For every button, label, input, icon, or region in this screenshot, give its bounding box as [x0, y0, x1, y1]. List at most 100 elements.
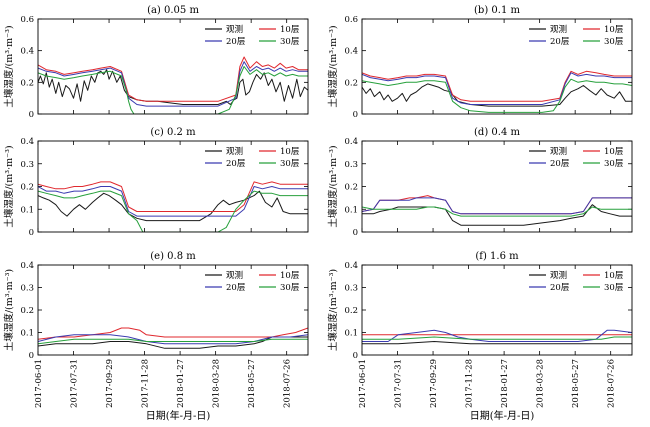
- plot-frame: [37, 140, 309, 233]
- series-line-30层: [362, 206, 632, 217]
- panel-title: (d) 0.4 m: [474, 127, 520, 138]
- legend-label-观测: 观测: [550, 271, 567, 281]
- legend-label-30层: 30层: [280, 37, 299, 47]
- series-line-观测: [38, 69, 308, 105]
- y-tick-label: 0.4: [20, 261, 34, 271]
- panel-title: (a) 0.05 m: [147, 5, 199, 16]
- x-tick-label: 2017-11-28: [465, 359, 475, 408]
- plot-frame: [37, 18, 309, 115]
- legend-label-10层: 10层: [604, 25, 623, 35]
- legend-label-30层: 30层: [604, 159, 623, 169]
- plot-frame: [37, 264, 309, 356]
- legend-label-20层: 20层: [550, 37, 569, 47]
- y-tick-label: 0.4: [344, 47, 358, 57]
- legend-label-10层: 10层: [604, 147, 623, 157]
- panel-5: (e) 0.8 m 土壤湿度/(m³·m⁻³) 0 0.1 0.2 0.3 0.4 2017-…: [3, 251, 309, 408]
- panel-title: (b) 0.1 m: [474, 5, 520, 16]
- y-tick-label: 0.3: [344, 160, 358, 170]
- x-tick-label: 2017-09-29: [105, 359, 115, 408]
- legend-label-观测: 观测: [226, 271, 243, 281]
- legend-label-20层: 20层: [226, 159, 245, 169]
- y-axis-label: 土壤湿度/(m³·m⁻³): [3, 25, 15, 107]
- y-tick-label: 0.4: [344, 137, 358, 147]
- x-tick-label: 2018-03-28: [536, 359, 546, 408]
- y-axis-label: 土壤湿度/(m³·m⁻³): [3, 145, 15, 227]
- y-tick-label: 0.6: [20, 15, 34, 25]
- x-tick-label: 2017-06-01: [358, 359, 368, 408]
- panel-3: (c) 0.2 m 土壤湿度/(m³·m⁻³) 0 0.1 0.2 0.3 0.4 观测 10层…: [3, 127, 309, 238]
- legend-label-10层: 10层: [604, 271, 623, 281]
- series-line-观测: [362, 204, 632, 226]
- legend-label-观测: 观测: [550, 147, 567, 157]
- panel-4: (d) 0.4 m 土壤湿度/(m³·m⁻³) 0 0.1 0.2 0.3 0.4 观测 10层…: [327, 127, 633, 238]
- plot-frame: [361, 140, 633, 233]
- y-tick-label: 0: [353, 228, 358, 238]
- legend-label-30层: 30层: [604, 283, 623, 293]
- x-tick-label: 2017-07-31: [394, 359, 404, 408]
- y-tick-label: 0.4: [20, 47, 34, 57]
- legend-label-10层: 10层: [280, 271, 299, 281]
- legend-label-20层: 20层: [550, 159, 569, 169]
- series-line-10层: [362, 70, 632, 102]
- legend-label-10层: 10层: [280, 147, 299, 157]
- x-tick-label: 2018-05-27: [571, 359, 581, 408]
- legend-label-20层: 20层: [226, 37, 245, 47]
- x-tick-label: 2017-07-31: [70, 359, 80, 408]
- legend-label-观测: 观测: [550, 25, 567, 35]
- y-axis-label: 土壤湿度/(m³·m⁻³): [327, 269, 339, 351]
- series-line-20层: [362, 329, 632, 342]
- series-line-观测: [38, 190, 308, 222]
- series-line-20层: [38, 186, 308, 217]
- x-axis-label-right: 日期(年-月-日): [470, 409, 535, 422]
- plot-frame: [361, 18, 633, 115]
- panel-title: (e) 0.8 m: [150, 251, 196, 262]
- panel-6: (f) 1.6 m 土壤湿度/(m³·m⁻³) 0 0.1 0.2 0.3 0.4 2017-…: [327, 251, 633, 408]
- x-tick-label: 2018-05-27: [247, 359, 257, 408]
- y-tick-label: 0.2: [20, 78, 34, 88]
- y-tick-label: 0.4: [20, 137, 34, 147]
- y-tick-label: 0.1: [20, 329, 34, 339]
- y-tick-label: 0.2: [20, 306, 34, 316]
- y-tick-label: 0: [353, 351, 358, 361]
- panel-1: (a) 0.05 m 土壤湿度/(m³·m⁻³) 0 0.2 0.4 0.6 观测 10层 20…: [3, 5, 309, 120]
- y-tick-label: 0: [29, 110, 34, 120]
- x-tick-label: 2018-07-26: [607, 359, 617, 408]
- y-tick-label: 0.4: [344, 261, 358, 271]
- x-tick-label: 2018-01-27: [176, 359, 186, 408]
- x-tick-label: 2018-07-26: [283, 359, 293, 408]
- series-line-30层: [362, 336, 632, 340]
- legend-label-30层: 30层: [280, 283, 299, 293]
- legend-label-20层: 20层: [550, 283, 569, 293]
- y-tick-label: 0.2: [20, 183, 34, 193]
- series-line-30层: [362, 78, 632, 113]
- series-line-观测: [38, 336, 308, 349]
- y-tick-label: 0.3: [20, 160, 34, 170]
- x-tick-label: 2018-01-27: [500, 359, 510, 408]
- y-axis-label: 土壤湿度/(m³·m⁻³): [327, 145, 339, 227]
- y-tick-label: 0: [29, 228, 34, 238]
- plot-frame: [361, 264, 633, 356]
- series-line-30层: [38, 66, 308, 114]
- y-tick-label: 0.1: [20, 205, 34, 215]
- x-tick-label: 2017-09-29: [429, 359, 439, 408]
- x-tick-label: 2017-06-01: [34, 359, 44, 408]
- y-tick-label: 0.2: [344, 306, 358, 316]
- panel-2: (b) 0.1 m 土壤湿度/(m³·m⁻³) 0 0.2 0.4 0.6 观测 10层 20层…: [327, 5, 633, 120]
- y-tick-label: 0.2: [344, 78, 358, 88]
- series-line-观测: [362, 341, 632, 345]
- y-tick-label: 0.1: [344, 205, 358, 215]
- series-line-20层: [38, 334, 308, 345]
- series-line-30层: [38, 338, 308, 345]
- y-tick-label: 0.2: [344, 183, 358, 193]
- y-tick-label: 0: [353, 110, 358, 120]
- series-line-10层: [38, 56, 308, 102]
- series-line-20层: [38, 61, 308, 107]
- legend-label-观测: 观测: [226, 25, 243, 35]
- legend-label-10层: 10层: [280, 25, 299, 35]
- legend-label-30层: 30层: [280, 159, 299, 169]
- series-line-10层: [38, 181, 308, 212]
- legend-label-30层: 30层: [604, 37, 623, 47]
- series-line-20层: [362, 72, 632, 105]
- y-tick-label: 0: [29, 351, 34, 361]
